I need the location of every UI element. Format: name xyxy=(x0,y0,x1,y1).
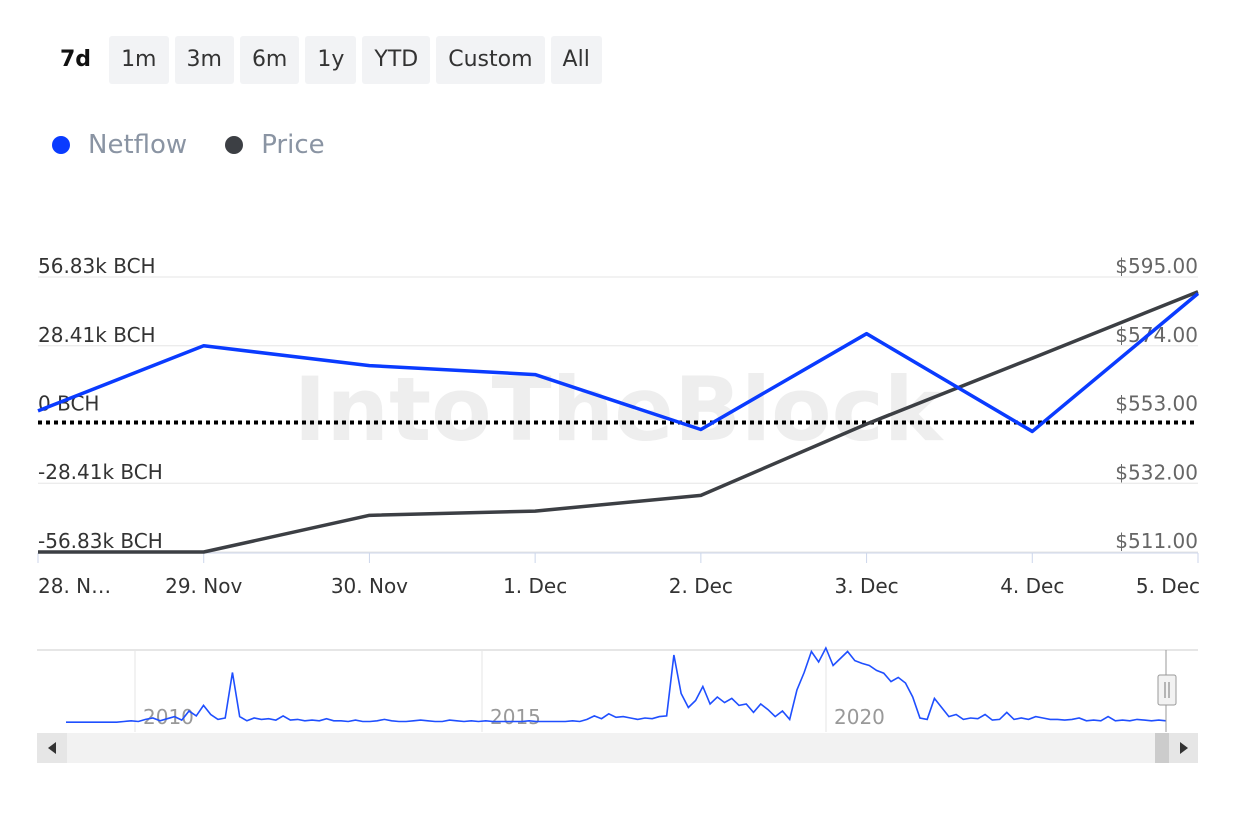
range-button-custom[interactable]: Custom xyxy=(436,36,545,84)
legend-item-price[interactable]: Price xyxy=(225,130,325,160)
legend-item-netflow[interactable]: Netflow xyxy=(52,130,187,160)
watermark: IntoTheBlock xyxy=(294,358,945,461)
navigator-series-line xyxy=(66,646,1167,724)
navigator-year-label: 2015 xyxy=(490,705,541,729)
x-axis-tick-label: 3. Dec xyxy=(835,574,899,598)
range-button-ytd[interactable]: YTD xyxy=(362,36,431,84)
x-axis-tick-label: 5. Dec xyxy=(1136,574,1200,598)
right-axis-tick-label: $553.00 xyxy=(1115,392,1198,416)
left-axis-tick-label: 28.41k BCH xyxy=(38,323,156,347)
range-button-1y[interactable]: 1y xyxy=(305,36,357,84)
navigator-year-label: 2020 xyxy=(834,705,885,729)
navigator-scrollbar[interactable] xyxy=(37,733,1198,763)
legend-label-netflow: Netflow xyxy=(88,130,188,160)
navigator-year-label: 2010 xyxy=(143,705,194,729)
range-button-all[interactable]: All xyxy=(550,36,602,84)
x-axis-tick-label: 30. Nov xyxy=(331,574,408,598)
left-axis-tick-label: 56.83k BCH xyxy=(38,254,156,278)
netflow-series-line[interactable] xyxy=(37,292,1200,434)
left-axis-tick-label: 0 BCH xyxy=(38,392,99,416)
chart-legend: Netflow Price xyxy=(52,130,325,160)
right-axis-tick-label: $595.00 xyxy=(1115,254,1198,278)
right-axis-tick-label: $511.00 xyxy=(1115,529,1198,553)
left-axis-tick-label: -28.41k BCH xyxy=(38,460,163,484)
x-axis-tick-label: 28. N… xyxy=(38,574,111,598)
range-button-6m[interactable]: 6m xyxy=(239,36,300,84)
range-selector: 7d 1m 3m 6m 1y YTD Custom All xyxy=(48,36,602,84)
x-axis-tick-label: 29. Nov xyxy=(165,574,242,598)
x-axis-tick-label: 4. Dec xyxy=(1000,574,1064,598)
x-axis-tick-label: 1. Dec xyxy=(503,574,567,598)
netflow-price-chart: IntoTheBlock 56.83k BCH 28.41k BCH 0 BCH -28… xyxy=(37,254,1200,598)
legend-label-price: Price xyxy=(261,130,325,160)
left-axis-tick-label: -56.83k BCH xyxy=(38,529,163,553)
price-legend-marker xyxy=(225,136,244,154)
price-series-line[interactable] xyxy=(38,290,1199,554)
range-button-1m[interactable]: 1m xyxy=(109,36,169,84)
x-axis-tick-label: 2. Dec xyxy=(669,574,733,598)
right-axis-tick-label: $532.00 xyxy=(1115,460,1198,484)
range-button-7d[interactable]: 7d xyxy=(60,47,92,72)
scroll-right-arrow-icon xyxy=(1180,742,1188,754)
navigator-handle-body xyxy=(1157,674,1177,706)
scrollbar-track xyxy=(37,733,1198,763)
navigator-handle[interactable] xyxy=(1157,674,1177,706)
netflow-legend-marker xyxy=(52,136,70,154)
scroll-left-arrow-icon xyxy=(48,742,56,754)
range-button-3m[interactable]: 3m xyxy=(174,36,234,84)
scrollbar-thumb[interactable] xyxy=(1155,733,1169,763)
